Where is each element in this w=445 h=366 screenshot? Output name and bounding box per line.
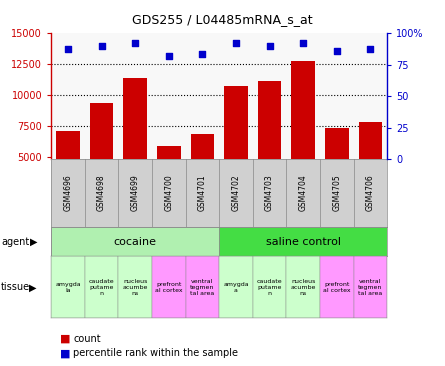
Bar — [51, 256, 85, 318]
Text: percentile rank within the sample: percentile rank within the sample — [73, 348, 239, 358]
Point — [266, 43, 273, 49]
Text: GSM4698: GSM4698 — [97, 175, 106, 212]
Bar — [51, 227, 219, 256]
Bar — [253, 256, 287, 318]
Bar — [56, 131, 80, 219]
Text: GSM4701: GSM4701 — [198, 175, 207, 212]
Point — [367, 46, 374, 52]
Bar — [190, 134, 214, 219]
Bar — [118, 256, 152, 318]
Bar — [353, 256, 387, 318]
Point — [199, 52, 206, 57]
Bar — [291, 61, 315, 219]
Bar — [287, 256, 320, 318]
Point — [333, 48, 340, 53]
Text: GSM4703: GSM4703 — [265, 175, 274, 212]
Text: GSM4696: GSM4696 — [64, 175, 73, 212]
Text: ■: ■ — [60, 348, 71, 358]
Text: GSM4699: GSM4699 — [131, 175, 140, 212]
Text: GSM4706: GSM4706 — [366, 175, 375, 212]
Text: nucleus
acumbe
ns: nucleus acumbe ns — [122, 279, 148, 296]
Point — [232, 40, 239, 46]
Point — [299, 40, 307, 46]
Text: agent: agent — [1, 236, 29, 247]
Bar — [186, 256, 219, 318]
Text: caudate
putame
n: caudate putame n — [257, 279, 283, 296]
Bar — [152, 256, 186, 318]
Text: prefront
al cortex: prefront al cortex — [155, 282, 182, 293]
Text: GSM4702: GSM4702 — [231, 175, 240, 212]
Bar — [359, 122, 382, 219]
Text: tissue: tissue — [1, 282, 30, 292]
Bar — [320, 256, 354, 318]
Bar — [224, 86, 248, 219]
Text: prefront
al cortex: prefront al cortex — [323, 282, 351, 293]
Bar — [219, 256, 253, 318]
Text: GDS255 / L04485mRNA_s_at: GDS255 / L04485mRNA_s_at — [132, 13, 313, 26]
Point — [65, 46, 72, 52]
Text: ventral
tegmen
tal area: ventral tegmen tal area — [358, 279, 383, 296]
Text: nucleus
acumbe
ns: nucleus acumbe ns — [291, 279, 316, 296]
Text: caudate
putame
n: caudate putame n — [89, 279, 114, 296]
Text: amygda
a: amygda a — [223, 282, 249, 293]
Text: ventral
tegmen
tal area: ventral tegmen tal area — [190, 279, 214, 296]
Bar — [157, 146, 181, 219]
Bar — [123, 78, 147, 219]
Bar — [219, 227, 387, 256]
Text: GSM4705: GSM4705 — [332, 175, 341, 212]
Point — [132, 40, 139, 46]
Bar — [258, 81, 281, 219]
Text: cocaine: cocaine — [113, 236, 157, 247]
Text: ▶: ▶ — [30, 236, 38, 247]
Text: ▶: ▶ — [29, 282, 36, 292]
Point — [98, 43, 105, 49]
Bar — [325, 128, 348, 219]
Text: count: count — [73, 333, 101, 344]
Text: GSM4700: GSM4700 — [164, 175, 173, 212]
Text: ■: ■ — [60, 333, 71, 344]
Point — [165, 53, 172, 59]
Text: GSM4704: GSM4704 — [299, 175, 307, 212]
Bar — [90, 103, 113, 219]
Text: amygda
la: amygda la — [55, 282, 81, 293]
Bar — [85, 256, 118, 318]
Text: saline control: saline control — [266, 236, 341, 247]
